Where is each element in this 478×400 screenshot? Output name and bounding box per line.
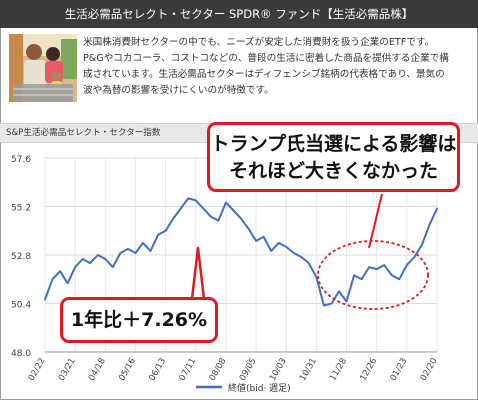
x-tick-label: 10/31 bbox=[298, 357, 319, 383]
x-tick-label: 02/22 bbox=[27, 357, 48, 383]
y-tick-label: 55.2 bbox=[11, 204, 31, 214]
x-axis-ticks: 02/22 03/21 04/18 05/16 06/13 07/11 08/08 09/05… bbox=[27, 357, 440, 383]
series-layer bbox=[44, 197, 438, 307]
x-tick-label: 12/26 bbox=[358, 357, 379, 383]
legend-label: 終値(bid· 週足) bbox=[228, 382, 291, 394]
description-line: 成されています。生活必需品セクターはディフェンシブ銘柄の代表格であり、景気の bbox=[83, 69, 445, 80]
y-tick-label: 48.0 bbox=[11, 349, 31, 359]
x-tick-label: 08/08 bbox=[208, 357, 229, 383]
yoy-change-callout: 1年比＋7.26% bbox=[60, 297, 218, 343]
callout-pointer-line bbox=[368, 193, 383, 249]
x-tick-label: 10/03 bbox=[268, 357, 289, 383]
x-tick-label: 07/11 bbox=[177, 357, 198, 383]
x-tick-label: 06/13 bbox=[147, 357, 168, 383]
description-line: 米国株消費財セクターの中でも、ニーズが安定した消費財を扱う企業のETFです。 bbox=[83, 37, 435, 48]
trump-effect-callout: トランプ氏当選による影響は それほど大きくなかった bbox=[207, 122, 460, 192]
series-line bbox=[44, 197, 438, 307]
description-line: P&Gやコカコーラ、コストコなどの、普段の生活に密着した商品を提供する企業で構 bbox=[83, 53, 449, 64]
yoy-change-label: 1年比＋7.26% bbox=[70, 309, 208, 331]
page-title: 生活必需品セレクト・セクター SPDR® ファンド【生活必需品株】 bbox=[64, 7, 414, 21]
x-tick-label: 01/23 bbox=[389, 357, 410, 383]
callout-line: トランプ氏当選による影響は bbox=[210, 133, 457, 155]
highlight-ellipse bbox=[317, 240, 429, 310]
y-tick-label: 50.4 bbox=[11, 301, 31, 311]
page-header: 生活必需品セレクト・セクター SPDR® ファンド【生活必需品株】 bbox=[0, 0, 478, 28]
x-tick-label: 09/05 bbox=[238, 357, 259, 383]
y-axis-ticks: 57.6 55.2 52.8 50.4 48.0 bbox=[11, 155, 31, 359]
y-tick-label: 57.6 bbox=[11, 155, 31, 165]
x-tick-label: 04/18 bbox=[87, 357, 108, 383]
y-tick-label: 52.8 bbox=[11, 252, 31, 262]
x-tick-label: 03/21 bbox=[57, 357, 78, 383]
family-image bbox=[9, 34, 77, 102]
x-tick-label: 02/20 bbox=[419, 357, 440, 383]
x-tick-label: 05/16 bbox=[117, 357, 138, 383]
description-line: 波や為替の影響を受けにくいのが特徴です。 bbox=[83, 85, 274, 96]
line-chart: 57.6 55.2 52.8 50.4 48.0 02/22 03/21 04/18 05/1… bbox=[11, 155, 440, 394]
x-tick-label: 11/28 bbox=[328, 357, 349, 383]
callout-line: それほど大きくなかった bbox=[228, 160, 438, 182]
shopping-family-photo bbox=[9, 34, 77, 102]
fund-description: 米国株消費財セクターの中でも、ニーズが安定した消費財を扱う企業のETFです。 P… bbox=[83, 35, 471, 99]
chart-title: S&P生活必需品セレクト・セクター指数 bbox=[6, 128, 161, 138]
legend: 終値(bid· 週足) bbox=[196, 382, 291, 394]
